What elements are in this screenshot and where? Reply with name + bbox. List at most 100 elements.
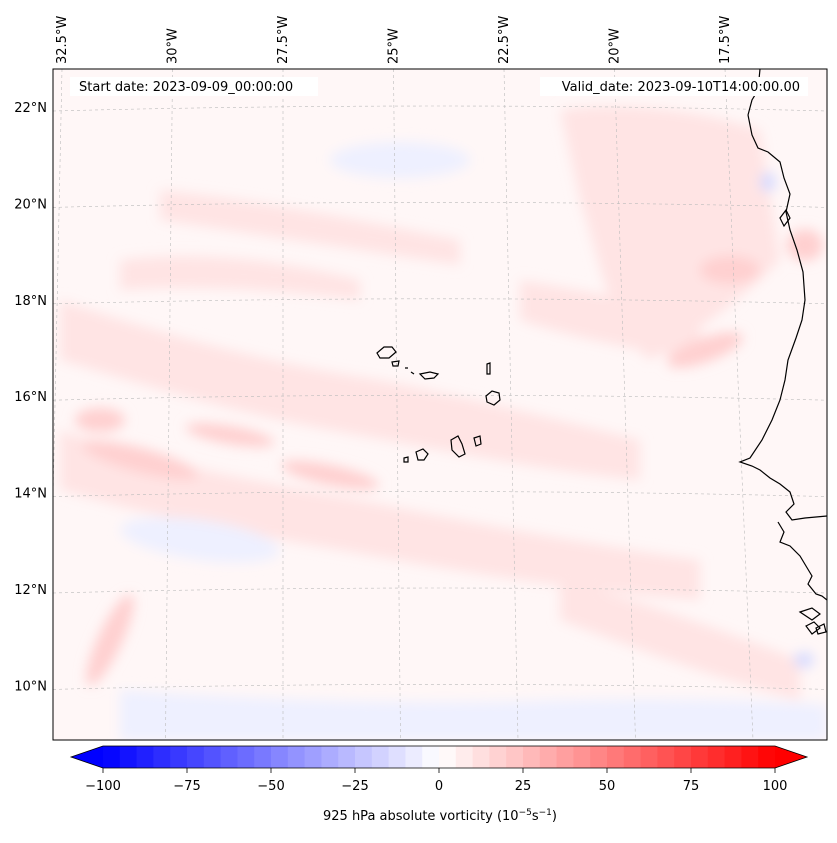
parallel-line	[53, 684, 827, 690]
coastline-mauritania-senegal	[738, 114, 827, 521]
colorbar-segment	[707, 746, 726, 768]
island-santiago	[450, 435, 466, 458]
colorbar-label-exponent: −1	[539, 808, 552, 818]
longitude-tick-label: 27.5°W	[276, 16, 291, 64]
colorbar-segment	[220, 746, 238, 768]
colorbar-segment	[741, 746, 759, 768]
colorbar-segment	[472, 746, 490, 768]
colorbar-ticks: −100 −75 −50 −25 0 25 50 75 100	[85, 768, 787, 794]
colorbar-segment	[657, 746, 675, 768]
colorbar-segments	[103, 746, 776, 768]
colorbar-segment	[674, 746, 692, 768]
colorbar-label-unit: s	[532, 809, 539, 824]
island-brava	[403, 456, 409, 463]
colorbar-segment	[355, 746, 373, 768]
positive-vorticity-band	[160, 190, 460, 265]
meridian-line	[393, 69, 401, 740]
longitude-tick-label: 25°W	[387, 28, 402, 64]
colorbar-segment	[254, 746, 272, 768]
latitude-tick-label: 12°N	[14, 583, 47, 598]
island-maio	[473, 435, 482, 447]
colorbar-segment	[119, 746, 138, 768]
longitude-tick-label: 22.5°W	[497, 16, 512, 64]
island-islets	[405, 367, 415, 375]
colorbar-segment	[287, 746, 306, 768]
negative-vorticity-region	[330, 142, 470, 178]
graticule	[53, 69, 827, 740]
longitude-labels: 32.5°W 30°W 27.5°W 25°W 22.5°W 20°W 17.5°W	[55, 16, 733, 64]
colorbar-segment	[422, 746, 440, 768]
island-santo-antao	[376, 346, 397, 359]
longitude-tick-label: 32.5°W	[55, 16, 70, 64]
colorbar-segment	[607, 746, 625, 768]
island-sao-vicente	[391, 360, 400, 367]
colorbar-segment	[187, 746, 205, 768]
coastline-inlet	[779, 208, 791, 228]
latitude-tick-label: 16°N	[14, 390, 47, 405]
negative-vorticity-core	[794, 652, 814, 668]
colorbar-label-close: )	[552, 809, 557, 824]
positive-vorticity-core	[81, 440, 199, 480]
latitude-tick-label: 20°N	[14, 197, 47, 212]
colorbar-segment	[203, 746, 222, 768]
positive-vorticity-band	[120, 256, 360, 300]
colorbar-tick-label: −50	[257, 779, 284, 794]
colorbar-segment	[388, 746, 406, 768]
colorbar-extend-max	[775, 746, 807, 768]
start-date-box	[70, 77, 318, 96]
colorbar: −100 −75 −50 −25 0 25 50 75 100 925 hPa absolute…	[69, 745, 809, 824]
parallel-line	[53, 491, 827, 497]
island-fogo	[415, 448, 429, 461]
vorticity-field	[60, 106, 827, 740]
positive-vorticity-band	[560, 580, 800, 700]
colorbar-segment	[237, 746, 255, 768]
coastline-guinea-bissau	[777, 521, 827, 601]
colorbar-segment	[271, 746, 289, 768]
longitude-tick-label: 30°W	[166, 28, 181, 64]
positive-vorticity-core	[185, 423, 275, 447]
latitude-tick-label: 14°N	[14, 487, 47, 502]
colorbar-segment	[724, 746, 742, 768]
colorbar-segment	[304, 746, 322, 768]
colorbar-label-exponent: −5	[519, 808, 532, 818]
latitude-tick-label: 18°N	[14, 294, 47, 309]
colorbar-extend-min	[71, 746, 103, 768]
positive-vorticity-band	[60, 430, 700, 600]
colorbar-tick-label: 50	[599, 779, 616, 794]
latitude-labels: 22°N 20°N 18°N 16°N 14°N 12°N 10°N	[14, 101, 47, 694]
colorbar-segment	[439, 746, 457, 768]
latitude-tick-label: 10°N	[14, 679, 47, 694]
bijagos-island	[815, 623, 827, 635]
meridian-line	[724, 69, 754, 740]
parallel-line	[53, 202, 827, 208]
colorbar-tick-label: 25	[515, 779, 532, 794]
island-boa-vista	[485, 390, 501, 406]
colorbar-segment	[338, 746, 356, 768]
colorbar-segment	[506, 746, 524, 768]
longitude-tick-label: 20°W	[608, 28, 623, 64]
longitude-tick-label: 17.5°W	[718, 16, 733, 64]
parallel-line	[53, 105, 827, 112]
positive-vorticity-band	[60, 300, 640, 480]
colorbar-tick-label: −25	[341, 779, 368, 794]
colorbar-segment	[371, 746, 390, 768]
vorticity-blobs	[60, 106, 827, 740]
positive-vorticity-core	[86, 594, 134, 686]
colorbar-segment	[691, 746, 709, 768]
meridian-line	[614, 69, 636, 740]
colorbar-tick-label: 75	[683, 779, 700, 794]
positive-vorticity-band	[520, 280, 700, 360]
colorbar-label: 925 hPa absolute vorticity (10−5s−1)	[323, 808, 557, 824]
map-panel[interactable]: Start date: 2023-09-09_00:00:00 Valid_da…	[48, 68, 828, 741]
meridian-line	[503, 69, 519, 740]
colorbar-tick-label: 0	[435, 779, 443, 794]
colorbar-segment	[590, 746, 608, 768]
colorbar-segment	[758, 746, 776, 768]
colorbar-label-text: 925 hPa absolute vorticity (10	[323, 809, 519, 824]
bijagos-island	[805, 621, 821, 635]
colorbar-segment	[455, 746, 474, 768]
positive-vorticity-core	[75, 408, 125, 432]
coastlines	[376, 69, 827, 635]
positive-vorticity-region	[560, 106, 780, 360]
map-border	[52, 68, 828, 741]
